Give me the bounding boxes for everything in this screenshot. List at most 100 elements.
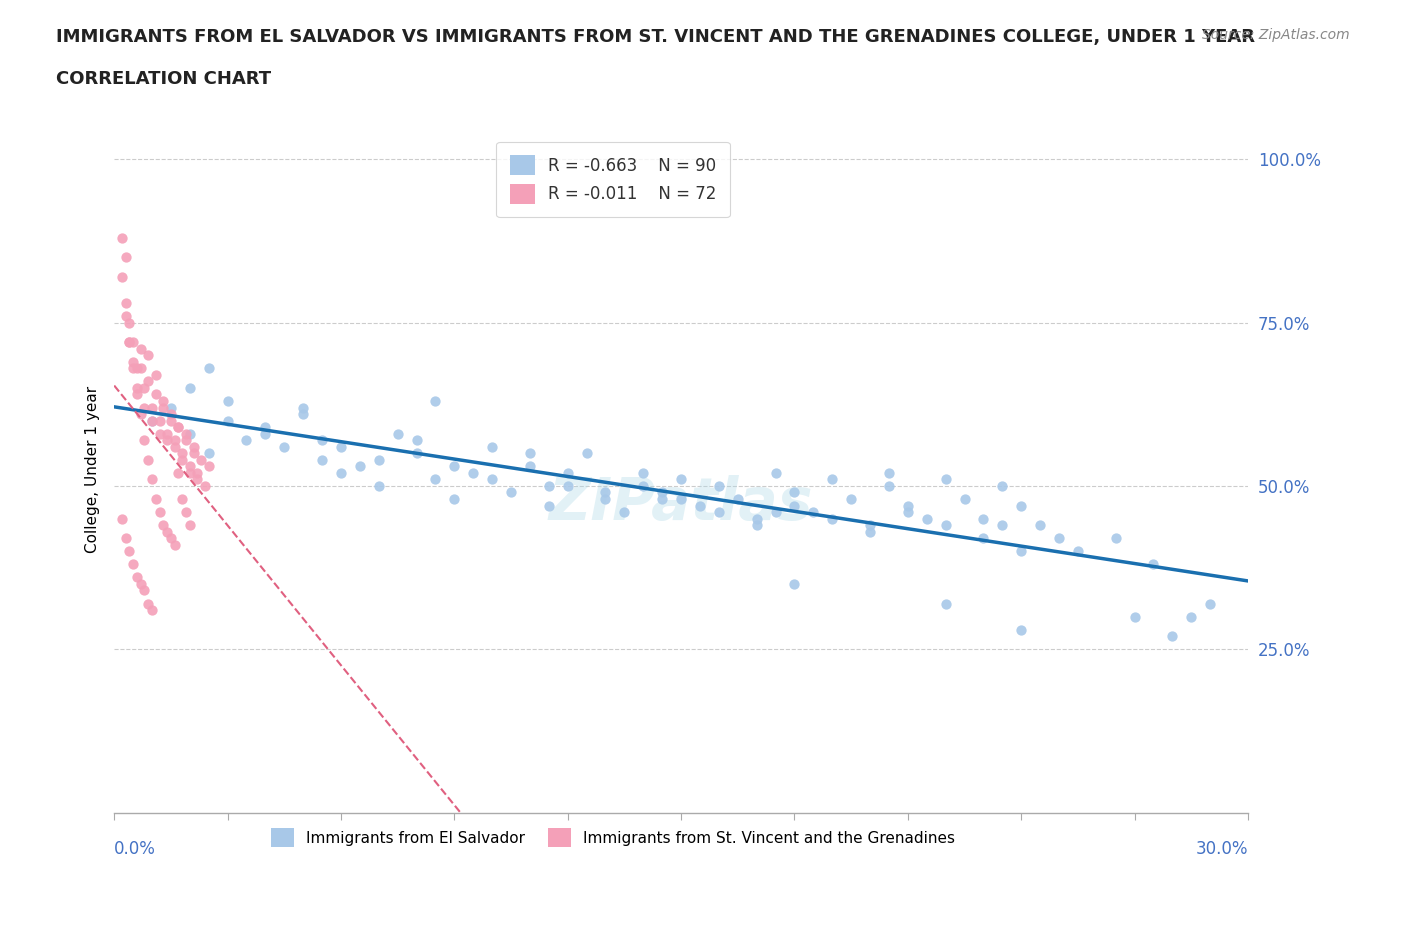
Point <box>172 452 194 467</box>
Point <box>134 432 156 447</box>
Point <box>152 393 174 408</box>
Point <box>292 400 315 415</box>
Point <box>160 531 183 546</box>
Point <box>254 426 277 441</box>
Point <box>859 525 882 539</box>
Point <box>141 413 163 428</box>
Point <box>174 432 197 447</box>
Point <box>727 492 749 507</box>
Point <box>425 472 447 486</box>
Point <box>329 465 352 480</box>
Point <box>897 498 920 513</box>
Point <box>367 452 389 467</box>
Point <box>134 380 156 395</box>
Text: 30.0%: 30.0% <box>1195 840 1249 858</box>
Point <box>669 492 692 507</box>
Point <box>1199 596 1222 611</box>
Point <box>405 445 427 460</box>
Point <box>235 432 257 447</box>
Point <box>172 445 194 460</box>
Point <box>145 492 167 507</box>
Point <box>783 577 806 591</box>
Point <box>1161 629 1184 644</box>
Point <box>152 518 174 533</box>
Point <box>765 465 787 480</box>
Point <box>156 525 179 539</box>
Point <box>179 426 201 441</box>
Point <box>519 458 541 473</box>
Point <box>194 478 217 493</box>
Point <box>179 380 201 395</box>
Point <box>125 570 148 585</box>
Point <box>148 505 170 520</box>
Point <box>633 465 655 480</box>
Point <box>186 465 208 480</box>
Point <box>1180 609 1202 624</box>
Point <box>443 492 465 507</box>
Point <box>972 531 994 546</box>
Point <box>174 426 197 441</box>
Point <box>499 485 522 500</box>
Point <box>425 393 447 408</box>
Text: IMMIGRANTS FROM EL SALVADOR VS IMMIGRANTS FROM ST. VINCENT AND THE GRENADINES CO: IMMIGRANTS FROM EL SALVADOR VS IMMIGRANT… <box>56 28 1256 46</box>
Point <box>179 458 201 473</box>
Point <box>163 432 186 447</box>
Point <box>801 505 824 520</box>
Point <box>839 492 862 507</box>
Point <box>174 505 197 520</box>
Point <box>595 485 617 500</box>
Point <box>481 439 503 454</box>
Point <box>443 458 465 473</box>
Point <box>311 452 333 467</box>
Point <box>129 361 152 376</box>
Point <box>118 544 141 559</box>
Point <box>575 445 598 460</box>
Point <box>111 231 134 246</box>
Point <box>463 465 485 480</box>
Point <box>783 498 806 513</box>
Point <box>707 478 730 493</box>
Point <box>145 367 167 382</box>
Point <box>125 361 148 376</box>
Point <box>136 452 159 467</box>
Point <box>129 577 152 591</box>
Point <box>179 465 201 480</box>
Point <box>405 432 427 447</box>
Point <box>707 505 730 520</box>
Point <box>991 518 1014 533</box>
Point <box>190 452 212 467</box>
Point <box>136 596 159 611</box>
Point <box>329 439 352 454</box>
Point <box>481 472 503 486</box>
Point <box>217 413 239 428</box>
Point <box>152 400 174 415</box>
Point <box>141 472 163 486</box>
Point <box>897 505 920 520</box>
Point <box>745 518 768 533</box>
Point <box>163 439 186 454</box>
Point <box>114 296 136 311</box>
Point <box>821 472 844 486</box>
Point <box>167 419 190 434</box>
Point <box>595 492 617 507</box>
Point <box>651 485 673 500</box>
Point <box>292 406 315 421</box>
Point <box>183 439 205 454</box>
Point <box>186 472 208 486</box>
Point <box>877 478 900 493</box>
Point <box>915 512 938 526</box>
Point <box>387 426 409 441</box>
Point <box>122 335 145 350</box>
Point <box>273 439 295 454</box>
Point <box>118 315 141 330</box>
Point <box>118 335 141 350</box>
Point <box>935 518 957 533</box>
Point <box>877 465 900 480</box>
Point <box>129 406 152 421</box>
Point <box>217 393 239 408</box>
Point <box>1047 531 1070 546</box>
Point <box>125 380 148 395</box>
Point <box>111 270 134 285</box>
Point <box>114 309 136 324</box>
Point <box>172 492 194 507</box>
